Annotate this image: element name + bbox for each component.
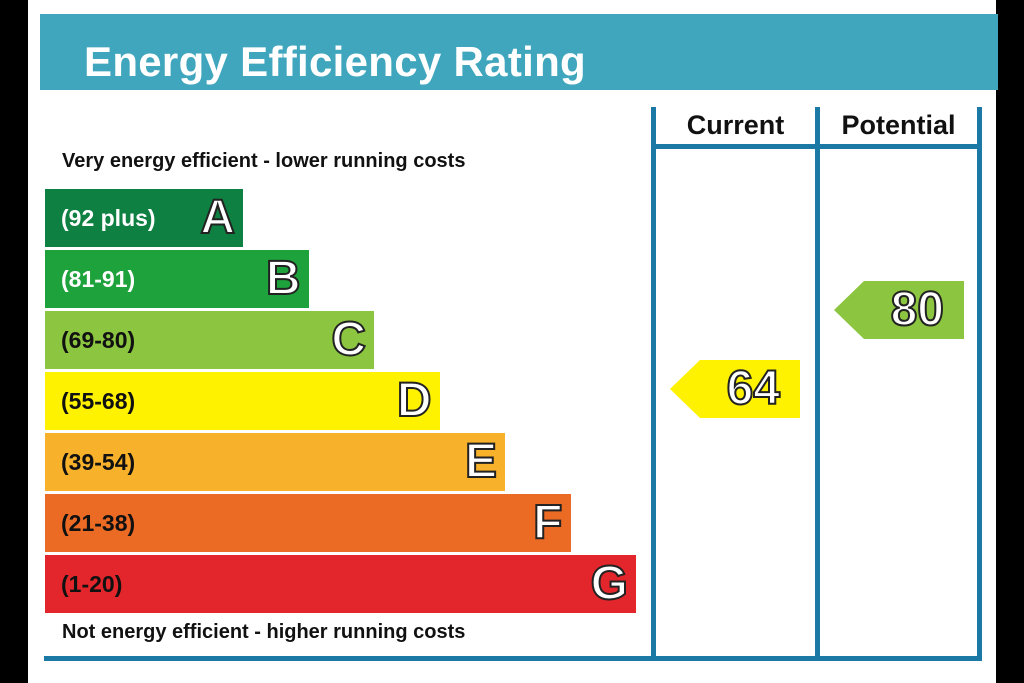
title-bar: Energy Efficiency Rating — [40, 14, 998, 90]
current-arrow-shape — [670, 360, 800, 419]
epc-panel: Energy Efficiency Rating Current Potenti… — [28, 0, 998, 683]
band-e: (39-54) E — [45, 433, 505, 491]
band-range-label: (81-91) — [61, 266, 136, 292]
band-letter-label: D — [396, 373, 433, 428]
top-caption: Very energy efficient - lower running co… — [62, 150, 466, 172]
band-range-label: (39-54) — [61, 449, 136, 475]
band-letter-label: B — [265, 251, 302, 306]
band-range-label: (92 plus) — [61, 205, 156, 231]
divider-left — [651, 107, 656, 661]
band-range-label: (69-80) — [61, 327, 136, 353]
band-b: (81-91) B — [45, 250, 309, 308]
bottom-line — [44, 656, 982, 661]
band-letter-label: A — [199, 190, 236, 245]
column-header-potential: Potential — [841, 110, 956, 140]
divider-right — [977, 107, 982, 661]
band-letter-label: F — [532, 495, 563, 550]
band-range-label: (21-38) — [61, 510, 136, 536]
current-rating-value: 64 — [726, 361, 781, 416]
band-g: (1-20) G — [45, 555, 636, 613]
potential-arrow-shape — [834, 280, 964, 339]
bottom-caption: Not energy efficient - higher running co… — [62, 621, 466, 643]
header-underline — [651, 144, 982, 149]
chart-title: Energy Efficiency Rating — [84, 38, 586, 85]
band-letter-label: C — [330, 312, 367, 367]
potential-rating-value: 80 — [890, 282, 945, 337]
band-range-label: (55-68) — [61, 388, 136, 414]
band-d: (55-68) D — [45, 372, 440, 430]
band-letter-label: G — [590, 556, 629, 611]
column-header-current: Current — [686, 110, 785, 140]
band-f: (21-38) F — [45, 494, 571, 552]
band-c: (69-80) C — [45, 311, 374, 369]
divider-middle — [815, 107, 820, 661]
potential-rating-arrow: 80 — [834, 280, 964, 339]
band-range-label: (1-20) — [61, 571, 123, 597]
band-letter-label: E — [464, 434, 498, 489]
band-a: (92 plus) A — [45, 189, 243, 247]
current-rating-arrow: 64 — [670, 360, 800, 419]
